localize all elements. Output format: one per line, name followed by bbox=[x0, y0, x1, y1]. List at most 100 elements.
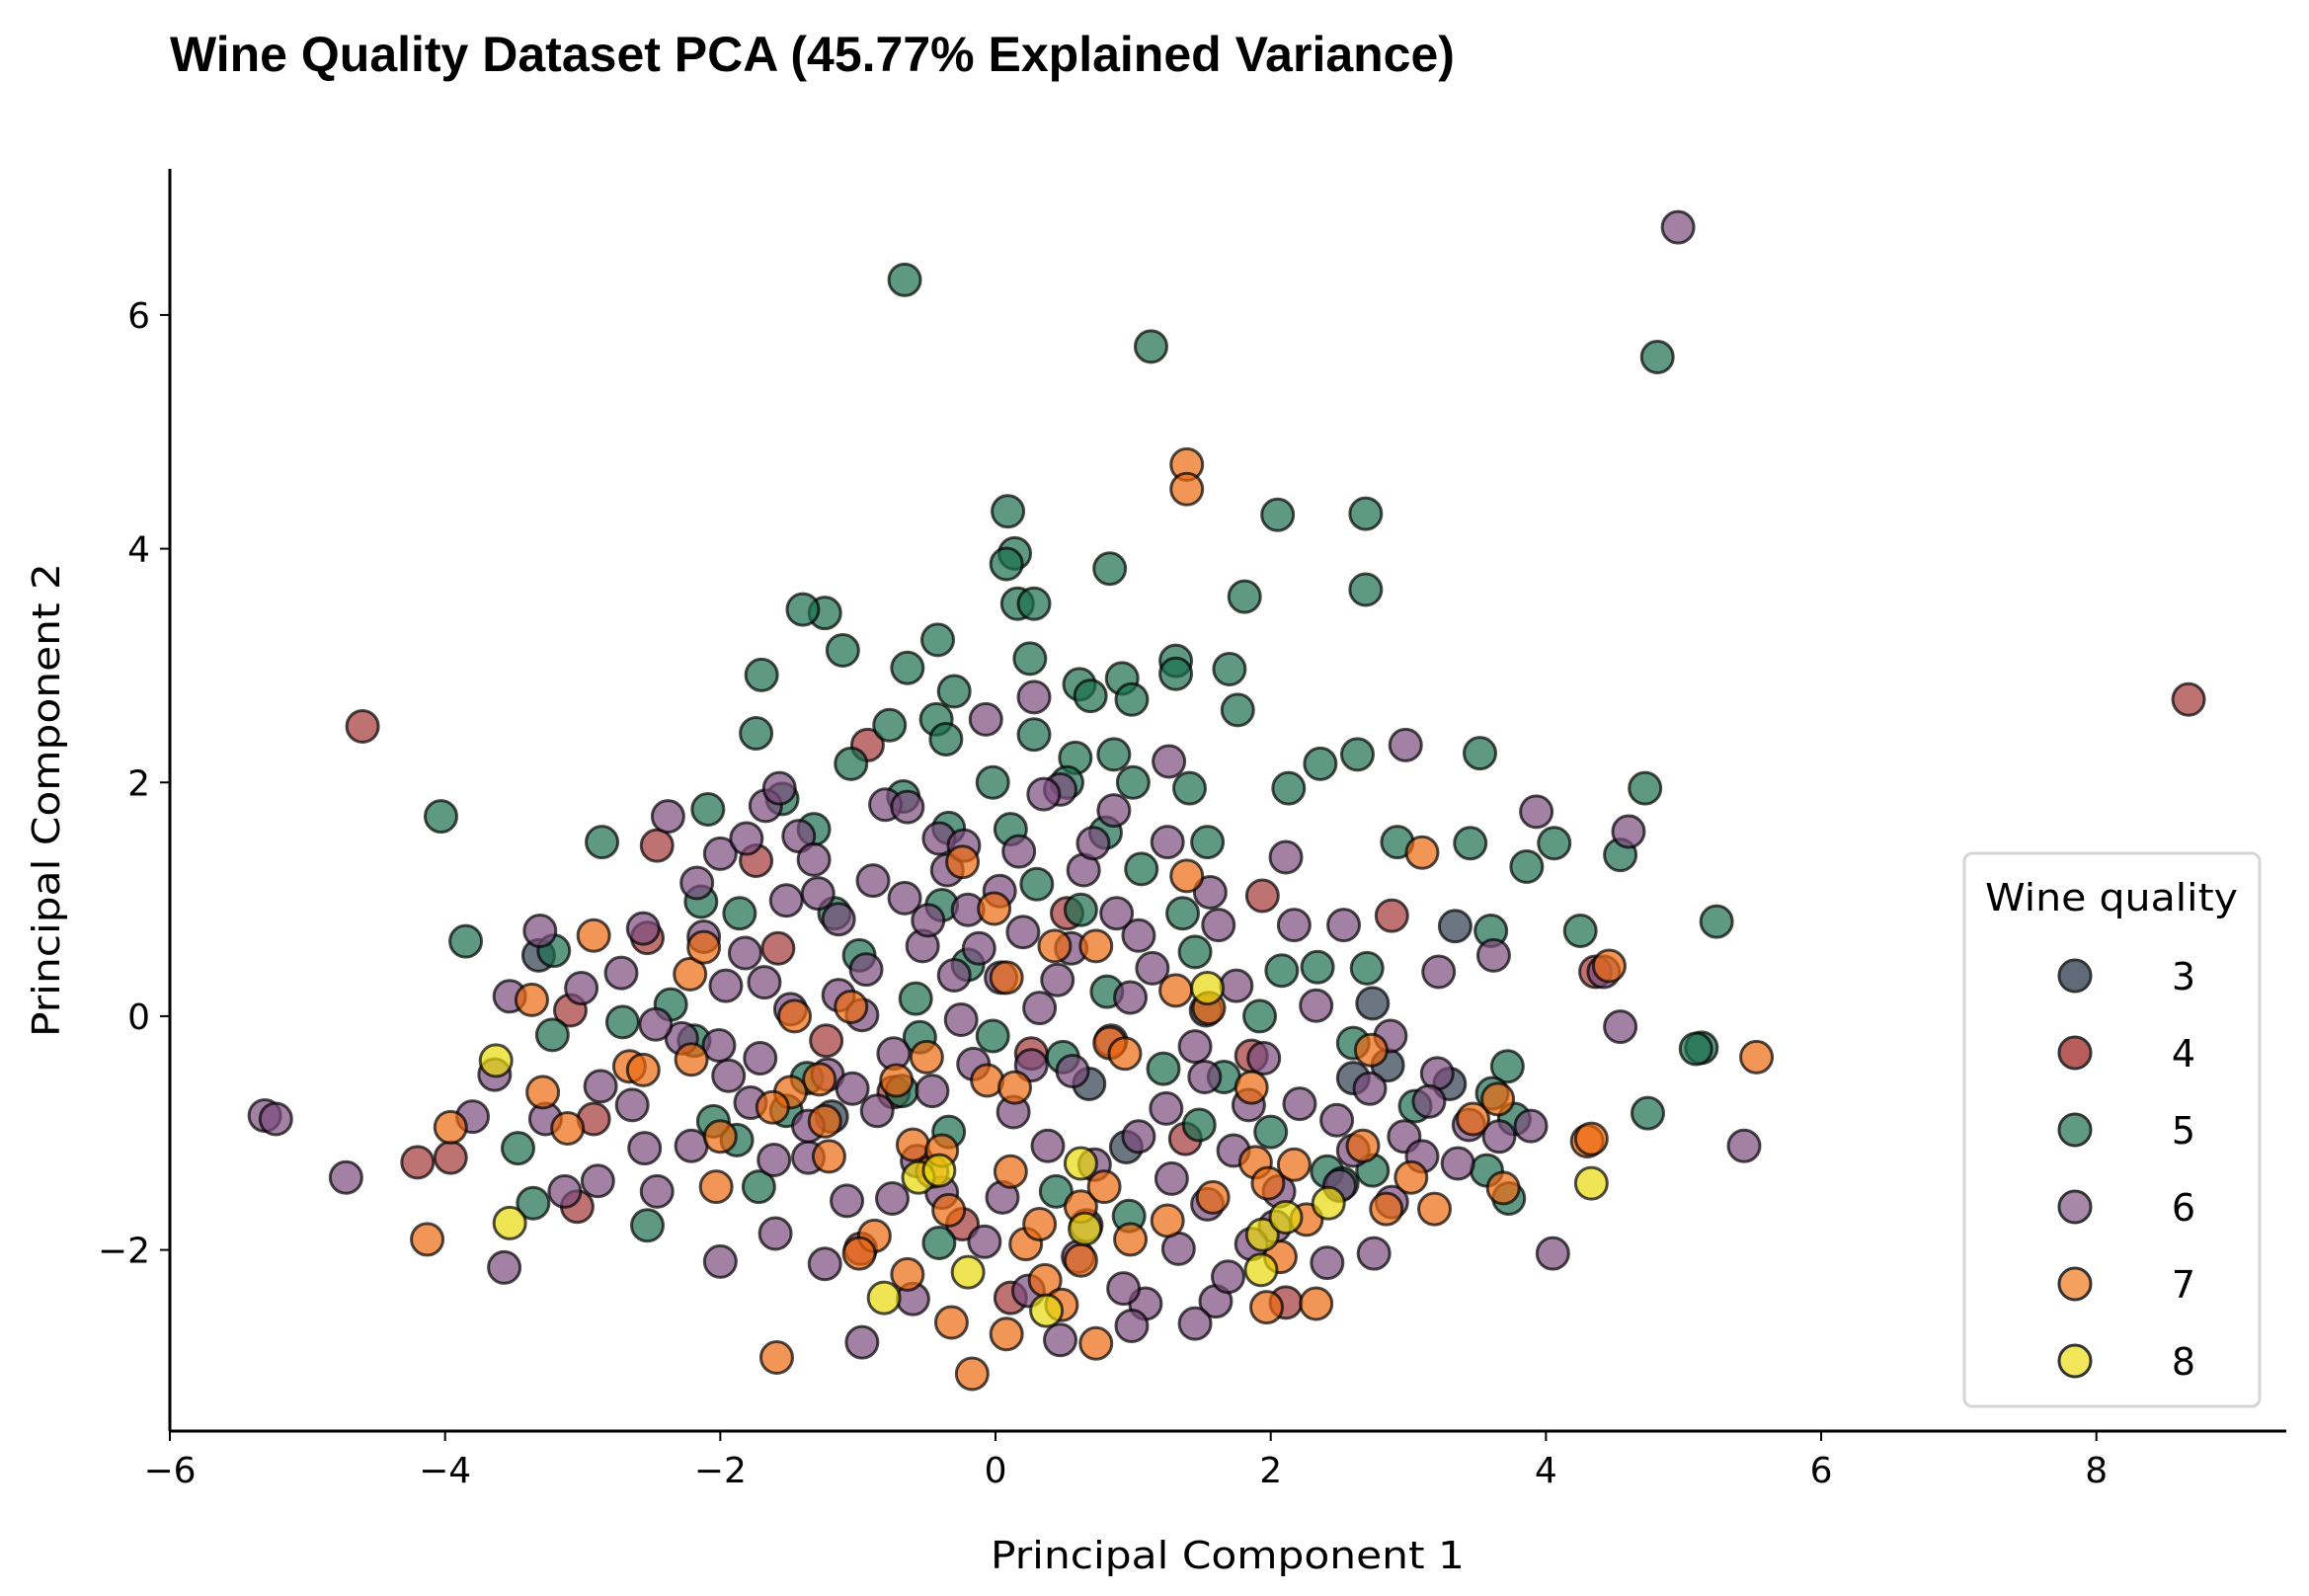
data-point bbox=[1250, 1165, 1286, 1201]
data-point bbox=[1480, 1081, 1516, 1117]
data-point bbox=[1509, 848, 1545, 884]
data-point bbox=[1190, 825, 1226, 860]
data-point bbox=[550, 1111, 586, 1147]
data-point bbox=[1393, 1159, 1429, 1195]
data-point bbox=[1121, 1119, 1156, 1155]
legend-entries: 3 4 5 6 7 8 bbox=[2057, 955, 2195, 1384]
data-point bbox=[1037, 928, 1073, 964]
data-point bbox=[1475, 937, 1511, 973]
data-point bbox=[931, 1192, 967, 1228]
x-tick-label: 6 bbox=[1810, 1451, 1833, 1491]
data-point bbox=[1355, 986, 1391, 1021]
data-point bbox=[1158, 656, 1194, 691]
data-point bbox=[604, 1004, 640, 1040]
data-point bbox=[1187, 1059, 1223, 1094]
data-point bbox=[1078, 1325, 1114, 1361]
data-point bbox=[547, 1173, 583, 1209]
legend-label-7: 7 bbox=[2172, 1263, 2195, 1307]
data-point bbox=[1611, 814, 1646, 849]
data-point bbox=[1063, 892, 1098, 927]
data-point bbox=[1022, 991, 1058, 1026]
data-point bbox=[961, 930, 996, 966]
y-axis-label: Principal Component 2 bbox=[25, 563, 68, 1037]
data-point bbox=[830, 1183, 865, 1219]
data-point bbox=[872, 707, 908, 743]
x-tick-label: 4 bbox=[1535, 1451, 1557, 1491]
series-quality-6 bbox=[247, 209, 1762, 1360]
data-point bbox=[534, 1017, 570, 1053]
data-point bbox=[1019, 866, 1055, 902]
data-point bbox=[423, 799, 458, 835]
data-point bbox=[1086, 1169, 1122, 1205]
data-point bbox=[1264, 953, 1300, 989]
data-point bbox=[516, 1185, 551, 1221]
data-point bbox=[1481, 1119, 1517, 1155]
data-point bbox=[1348, 496, 1384, 531]
data-point bbox=[1154, 1160, 1189, 1196]
legend-marker-8 bbox=[2057, 1343, 2093, 1379]
x-tick-label: 8 bbox=[2085, 1451, 2108, 1491]
data-point bbox=[1299, 988, 1334, 1023]
data-point bbox=[603, 955, 639, 991]
data-point bbox=[1268, 839, 1304, 875]
data-point bbox=[1310, 1245, 1345, 1281]
data-point bbox=[1195, 1179, 1231, 1215]
data-point bbox=[639, 1173, 675, 1209]
data-point bbox=[890, 1256, 925, 1292]
legend-marker-6 bbox=[2057, 1189, 2093, 1225]
data-point bbox=[625, 1052, 661, 1087]
data-point bbox=[950, 1254, 986, 1290]
data-point bbox=[1739, 1039, 1775, 1075]
data-point bbox=[967, 1224, 1002, 1259]
data-point bbox=[1440, 1146, 1475, 1181]
data-point bbox=[448, 923, 484, 959]
y-tick-label: −2 bbox=[98, 1232, 150, 1272]
data-point bbox=[1417, 1191, 1453, 1227]
data-point bbox=[1150, 825, 1185, 860]
legend-frame bbox=[1962, 851, 2262, 1408]
data-point bbox=[729, 821, 764, 856]
data-point bbox=[1169, 858, 1205, 894]
data-point bbox=[989, 1317, 1024, 1352]
data-point bbox=[743, 1041, 778, 1077]
data-point bbox=[1573, 1121, 1609, 1157]
data-point bbox=[514, 982, 549, 1017]
data-point bbox=[919, 622, 955, 658]
legend-label-8: 8 bbox=[2172, 1340, 2195, 1384]
data-point bbox=[1699, 904, 1734, 939]
data-point bbox=[1133, 329, 1168, 364]
data-point bbox=[1068, 1211, 1103, 1246]
data-point bbox=[501, 1131, 536, 1166]
data-point bbox=[1012, 641, 1048, 677]
axes bbox=[168, 169, 2286, 1433]
data-point bbox=[834, 746, 869, 781]
legend: Wine quality 3 4 5 6 7 8 bbox=[1962, 851, 2262, 1408]
data-point bbox=[1177, 1029, 1213, 1065]
data-point bbox=[585, 825, 620, 860]
data-point bbox=[991, 494, 1026, 529]
data-point bbox=[639, 828, 675, 863]
data-point bbox=[758, 1339, 794, 1375]
data-point bbox=[989, 960, 1024, 996]
data-point bbox=[674, 1128, 709, 1163]
data-point bbox=[1063, 1146, 1098, 1181]
data-point bbox=[890, 650, 925, 685]
data-point bbox=[1562, 914, 1598, 949]
data-point bbox=[1227, 579, 1262, 614]
x-tick-label: 0 bbox=[985, 1451, 1007, 1491]
data-point bbox=[1260, 497, 1296, 532]
data-point bbox=[921, 1225, 957, 1260]
data-point bbox=[1146, 1051, 1181, 1086]
data-point bbox=[757, 1216, 793, 1251]
data-point bbox=[915, 1074, 950, 1109]
data-point bbox=[1106, 1271, 1142, 1307]
data-point bbox=[1243, 1252, 1279, 1288]
data-point bbox=[686, 929, 722, 965]
data-point bbox=[777, 998, 813, 1034]
legend-marker-5 bbox=[2057, 1112, 2093, 1148]
data-point bbox=[690, 791, 726, 827]
data-point bbox=[1246, 1041, 1282, 1077]
data-point bbox=[1152, 744, 1187, 779]
data-point bbox=[921, 1153, 957, 1188]
data-point bbox=[796, 841, 832, 877]
